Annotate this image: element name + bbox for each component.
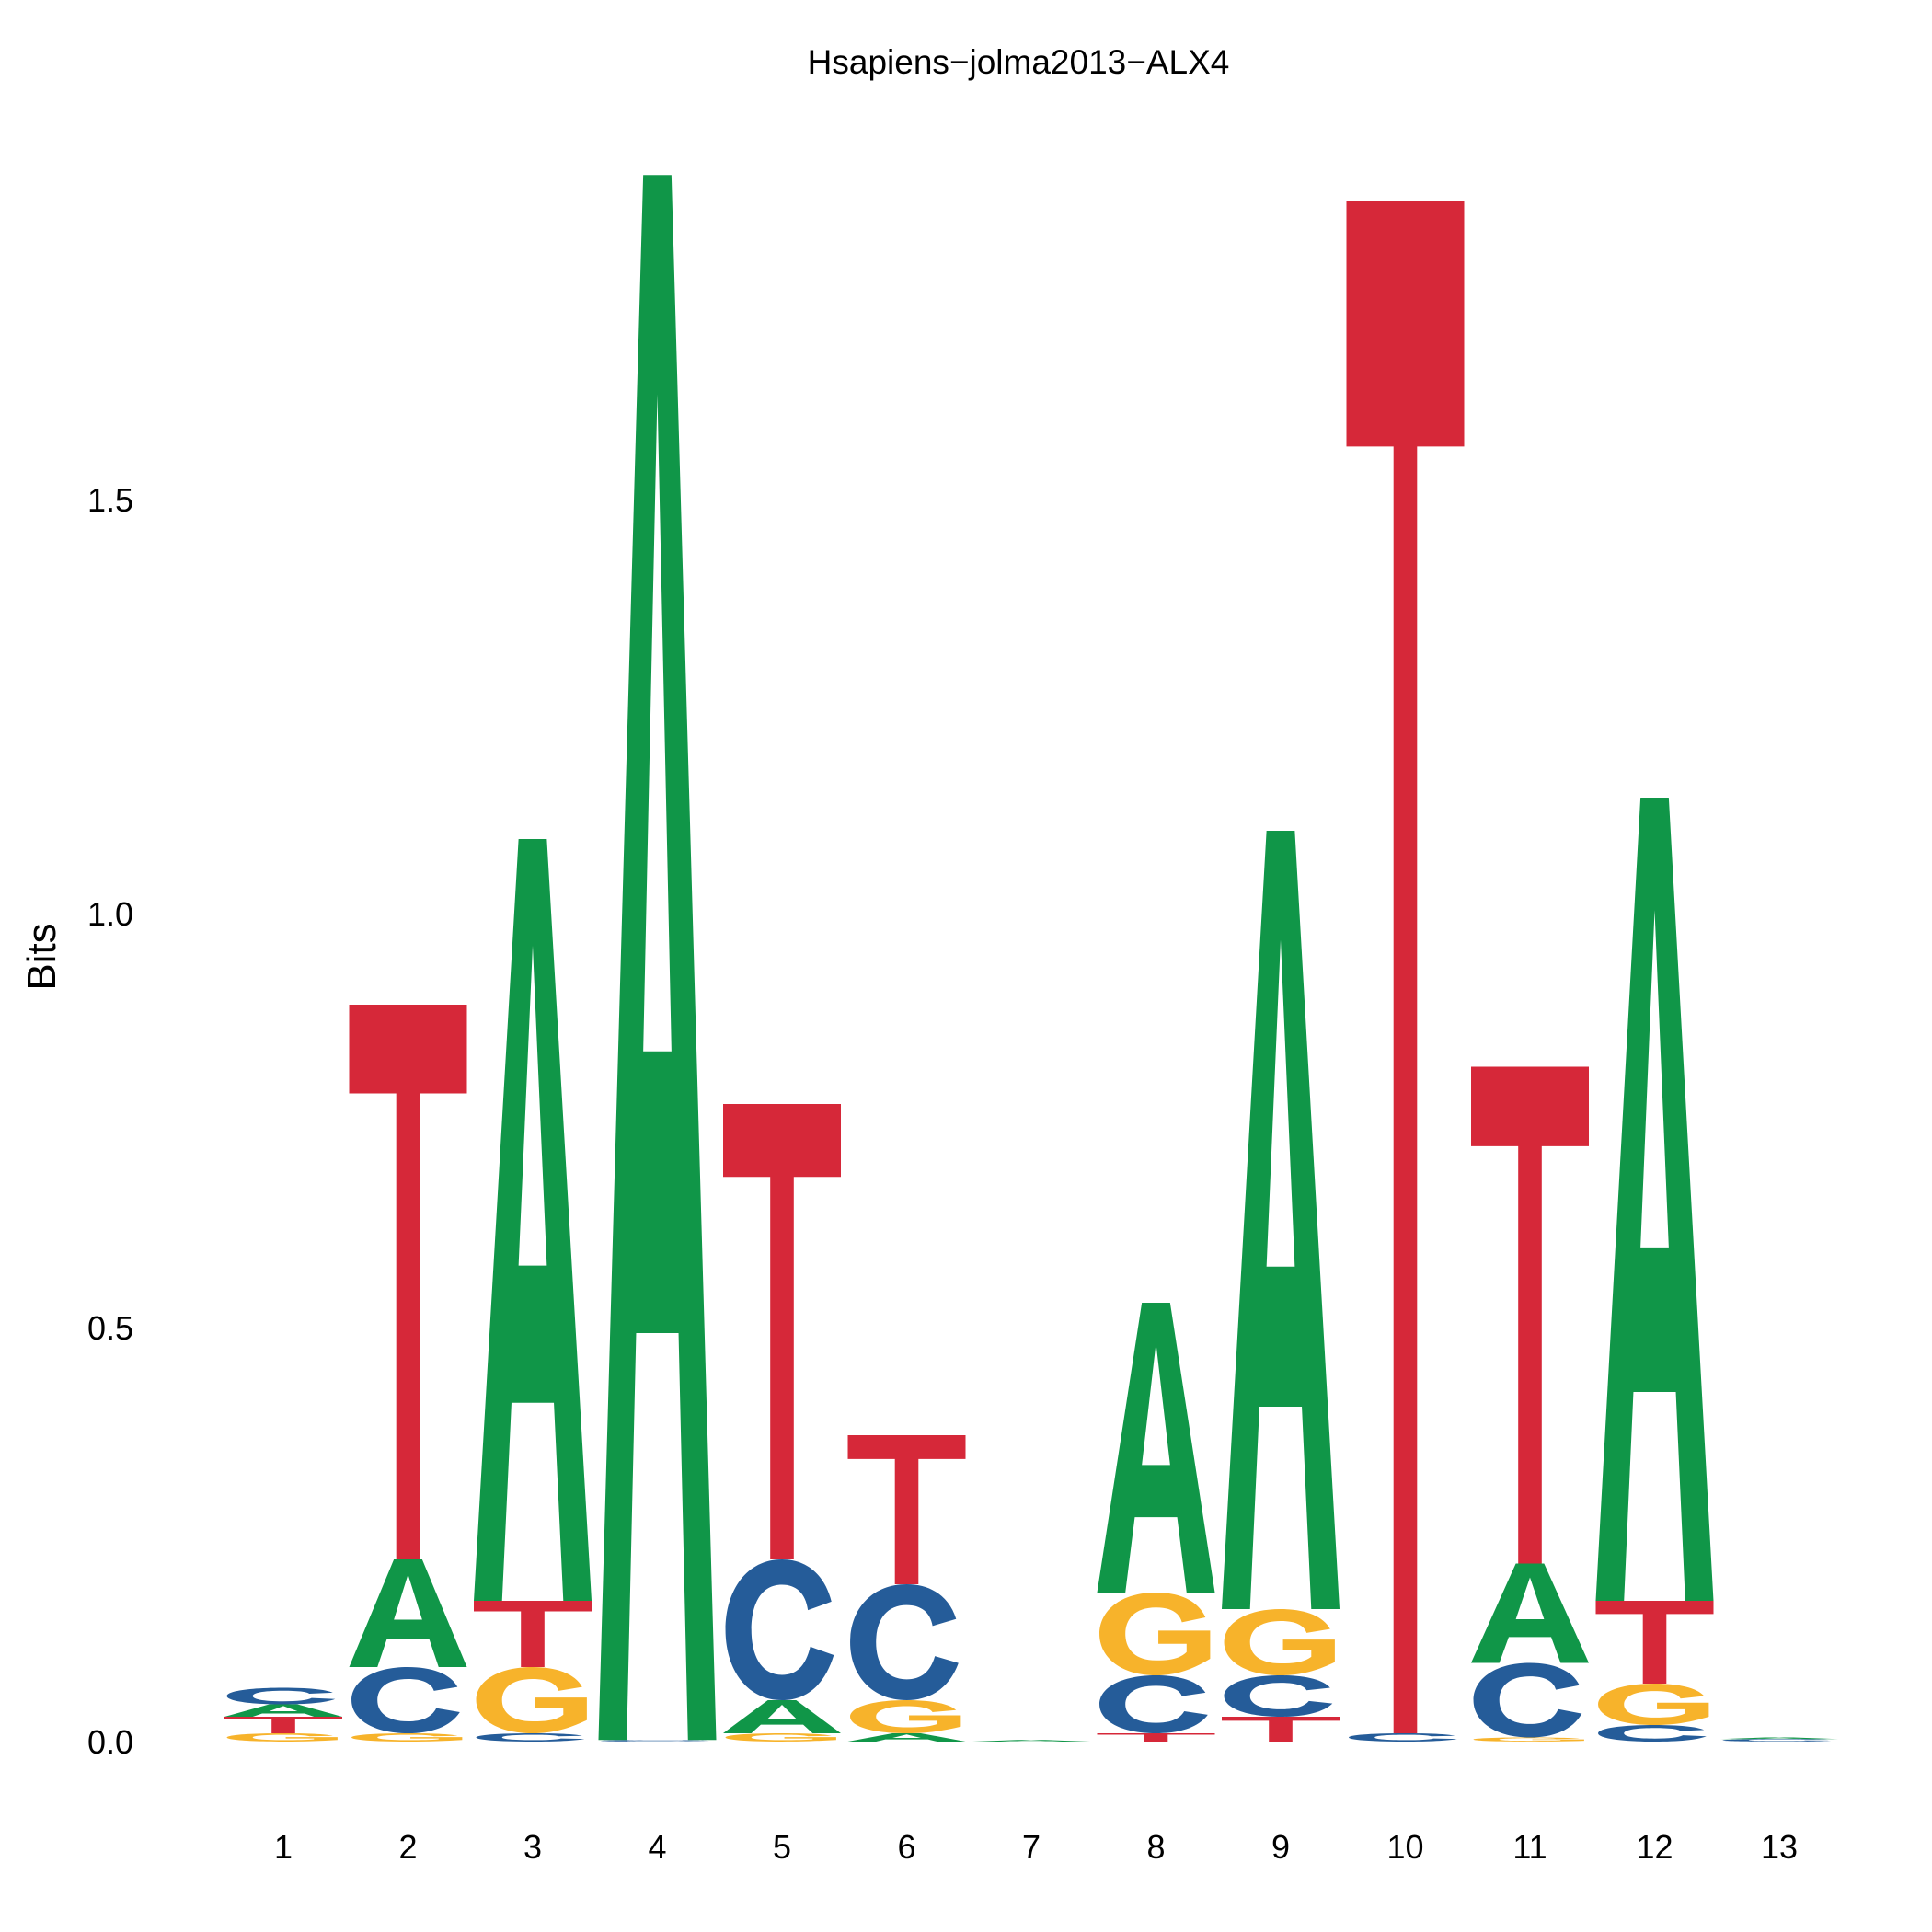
logo-letter-A — [1720, 1737, 1838, 1740]
logo-letter-C — [1722, 1739, 1832, 1742]
logo-stack-5 — [723, 1104, 841, 1742]
y-tick-label: 0.0 — [87, 1723, 133, 1761]
logo-letter-C — [1224, 1675, 1333, 1717]
logo-stack-9 — [1222, 831, 1340, 1742]
logo-letter-C — [1349, 1733, 1457, 1742]
logo-letter-C — [601, 1740, 709, 1742]
logo-letter-G — [725, 1733, 836, 1742]
logo-stack-1 — [224, 1687, 342, 1742]
x-position-label: 3 — [523, 1828, 542, 1866]
logo-letter-G — [1598, 1684, 1709, 1725]
logo-letter-C — [1473, 1662, 1582, 1738]
x-position-label: 7 — [1022, 1828, 1041, 1866]
logo-letter-T — [1595, 1601, 1714, 1684]
logo-letter-T — [847, 1435, 966, 1584]
y-axis: 0.0 0.5 1.0 1.5 — [87, 481, 133, 1761]
logo-letter-A — [474, 839, 592, 1601]
logo-letter-G — [476, 1667, 587, 1733]
logo-letter-G — [226, 1733, 338, 1742]
logo-letter-G — [850, 1700, 961, 1733]
chart-title: Hsapiens−jolma2013−ALX4 — [808, 43, 1230, 81]
logo-letter-T — [1097, 1733, 1215, 1742]
logo-letter-C — [725, 1559, 834, 1700]
x-position-label: 11 — [1512, 1828, 1547, 1866]
logo-letter-G — [1224, 1609, 1335, 1675]
logo-letter-C — [1099, 1675, 1208, 1733]
logo-letter-C — [1598, 1725, 1707, 1742]
y-tick-label: 1.5 — [87, 481, 133, 519]
logo-stack-3 — [474, 839, 592, 1742]
y-axis-title: Bits — [19, 923, 64, 990]
logo-letter-A — [847, 1733, 966, 1742]
logo-stack-4 — [598, 175, 717, 1742]
x-position-label: 6 — [897, 1828, 915, 1866]
logo-letter-A — [1222, 831, 1340, 1609]
logo-letter-C — [850, 1584, 959, 1700]
logo-letter-C — [226, 1687, 336, 1705]
x-position-label: 8 — [1146, 1828, 1165, 1866]
logo-stack-8 — [1097, 1303, 1215, 1742]
x-position-label: 9 — [1271, 1828, 1290, 1866]
logo-letter-A — [598, 175, 717, 1741]
logo-letter-A — [723, 1700, 841, 1733]
y-tick-label: 1.0 — [87, 895, 133, 933]
x-position-label: 10 — [1386, 1828, 1423, 1866]
logo-letter-T — [723, 1104, 841, 1559]
logo-stack-12 — [1595, 798, 1714, 1742]
logo-letter-T — [1222, 1717, 1340, 1742]
logo-letter-C — [351, 1667, 460, 1733]
logo-stacks — [224, 175, 1838, 1742]
logo-letter-G — [1473, 1737, 1584, 1742]
x-position-label: 4 — [648, 1828, 666, 1866]
logo-letter-T — [349, 1005, 467, 1559]
x-position-label: 5 — [773, 1828, 791, 1866]
logo-letter-T — [1471, 1066, 1589, 1564]
logo-stack-13 — [1720, 1737, 1838, 1742]
x-position-label: 1 — [274, 1828, 293, 1866]
y-tick-label: 0.5 — [87, 1309, 133, 1347]
logo-letter-C — [476, 1733, 585, 1742]
logo-letter-T — [224, 1717, 342, 1733]
x-position-label: 2 — [398, 1828, 417, 1866]
logo-stack-10 — [1346, 201, 1465, 1742]
logo-letter-A — [1595, 798, 1714, 1601]
logo-stack-6 — [847, 1435, 966, 1742]
logo-letter-A — [972, 1740, 1090, 1742]
logo-letter-G — [1099, 1593, 1211, 1675]
logo-letter-T — [474, 1601, 592, 1667]
logo-stack-11 — [1471, 1066, 1589, 1742]
logo-letter-G — [351, 1733, 463, 1742]
logo-letter-A — [1097, 1303, 1215, 1593]
logo-stack-2 — [349, 1005, 467, 1742]
logo-stack-7 — [972, 1740, 1090, 1742]
logo-letter-A — [224, 1704, 342, 1717]
x-axis: 1 2 3 4 5 6 7 8 9 10 11 12 13 — [274, 1828, 1798, 1866]
x-position-label: 13 — [1761, 1828, 1798, 1866]
x-position-label: 12 — [1636, 1828, 1673, 1866]
logo-letter-T — [1346, 201, 1465, 1733]
logo-letter-A — [1471, 1563, 1589, 1663]
logo-letter-A — [349, 1559, 467, 1667]
